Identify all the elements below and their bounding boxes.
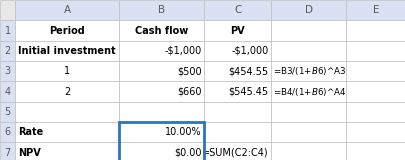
Bar xyxy=(15,122,119,142)
Bar xyxy=(345,122,405,142)
Bar xyxy=(119,142,204,160)
Text: 3: 3 xyxy=(4,66,11,76)
Bar xyxy=(271,81,345,102)
Bar xyxy=(204,81,271,102)
Bar xyxy=(204,0,271,20)
Bar xyxy=(0,20,15,41)
Bar xyxy=(0,61,15,81)
Text: 1: 1 xyxy=(64,66,70,76)
Bar xyxy=(15,102,119,122)
Bar xyxy=(345,102,405,122)
Text: Rate: Rate xyxy=(18,127,43,137)
Bar xyxy=(345,41,405,61)
Bar xyxy=(271,41,345,61)
Bar xyxy=(119,61,204,81)
Bar xyxy=(119,20,204,41)
Text: Period: Period xyxy=(49,26,85,36)
Bar xyxy=(345,81,405,102)
Bar xyxy=(271,102,345,122)
Bar xyxy=(119,81,204,102)
Bar xyxy=(0,122,15,142)
Bar xyxy=(345,61,405,81)
Bar xyxy=(345,142,405,160)
Text: =B3/(1+$B$6)^A3: =B3/(1+$B$6)^A3 xyxy=(272,65,345,77)
Bar xyxy=(15,20,119,41)
Text: 10.00%: 10.00% xyxy=(164,127,201,137)
Bar xyxy=(204,41,271,61)
Bar xyxy=(204,102,271,122)
Text: A: A xyxy=(64,5,70,15)
Text: C: C xyxy=(233,5,241,15)
Bar xyxy=(119,102,204,122)
Bar xyxy=(271,122,345,142)
Bar xyxy=(15,0,119,20)
Text: NPV: NPV xyxy=(18,148,41,158)
Text: $500: $500 xyxy=(176,66,201,76)
Text: $660: $660 xyxy=(177,87,201,97)
Bar xyxy=(204,20,271,41)
Bar xyxy=(15,61,119,81)
Bar xyxy=(0,41,15,61)
Bar xyxy=(271,20,345,41)
Text: PV: PV xyxy=(230,26,245,36)
Bar xyxy=(271,61,345,81)
Text: 5: 5 xyxy=(4,107,11,117)
Bar xyxy=(271,0,345,20)
Text: $454.55: $454.55 xyxy=(228,66,268,76)
Text: 2: 2 xyxy=(64,87,70,97)
Bar xyxy=(0,102,15,122)
Bar xyxy=(204,61,271,81)
Bar xyxy=(119,122,204,142)
Text: 2: 2 xyxy=(4,46,11,56)
Bar xyxy=(119,0,204,20)
Bar xyxy=(15,41,119,61)
Text: $0.00: $0.00 xyxy=(173,148,201,158)
Bar xyxy=(119,41,204,61)
Text: -$1,000: -$1,000 xyxy=(164,46,201,56)
Bar xyxy=(15,81,119,102)
Bar xyxy=(0,0,15,20)
Text: 7: 7 xyxy=(4,148,11,158)
Text: 1: 1 xyxy=(4,26,11,36)
Bar xyxy=(0,142,15,160)
Text: B: B xyxy=(158,5,165,15)
Bar xyxy=(271,142,345,160)
Text: -$1,000: -$1,000 xyxy=(230,46,268,56)
Bar xyxy=(345,20,405,41)
Text: 6: 6 xyxy=(4,127,11,137)
Text: D: D xyxy=(304,5,312,15)
Bar xyxy=(119,122,204,160)
Bar xyxy=(204,122,271,142)
Text: $545.45: $545.45 xyxy=(228,87,268,97)
Text: E: E xyxy=(372,5,379,15)
Bar xyxy=(204,142,271,160)
Bar xyxy=(15,142,119,160)
Bar xyxy=(0,81,15,102)
Bar xyxy=(345,0,405,20)
Text: 4: 4 xyxy=(4,87,11,97)
Text: Initial investment: Initial investment xyxy=(18,46,115,56)
Text: Cash flow: Cash flow xyxy=(134,26,188,36)
Text: =SUM(C2:C4): =SUM(C2:C4) xyxy=(201,148,268,158)
Text: =B4/(1+$B$6)^A4: =B4/(1+$B$6)^A4 xyxy=(272,86,345,98)
